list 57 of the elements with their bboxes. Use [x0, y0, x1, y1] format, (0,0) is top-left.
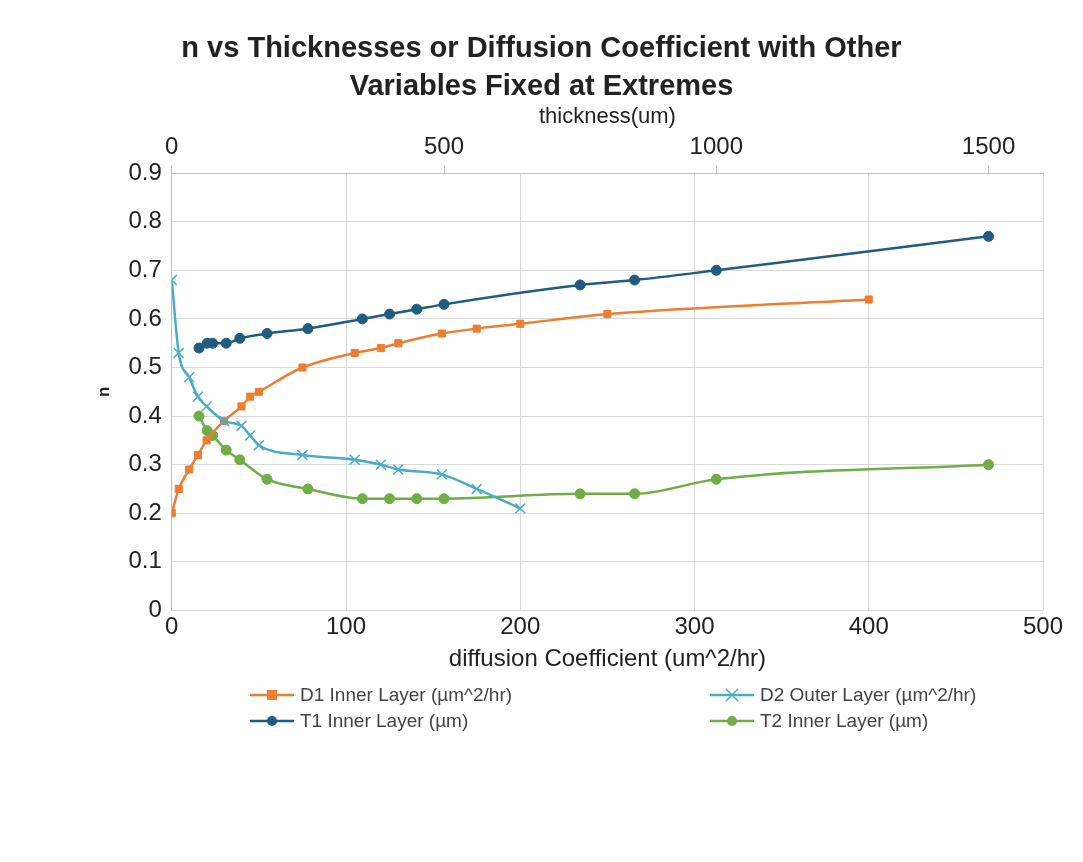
- point: [375, 458, 387, 471]
- point: [603, 310, 612, 319]
- point: [246, 392, 255, 401]
- y-tick-label: 0.9: [128, 157, 162, 185]
- point: [193, 450, 202, 459]
- point: [514, 502, 526, 515]
- x-tick-label: 200: [500, 612, 541, 640]
- point: [202, 436, 211, 445]
- x2-tick-label: 0: [165, 132, 179, 160]
- x2-tick-label: 1000: [689, 132, 743, 160]
- x2-tick-label: 500: [424, 132, 465, 160]
- legend-label: T1 Inner Layer (µm): [300, 710, 469, 732]
- point: [173, 347, 185, 359]
- x2-tick-label: 1500: [961, 132, 1016, 160]
- point: [235, 420, 248, 432]
- y-tick-label: 0.8: [128, 206, 162, 234]
- x-tick-label: 300: [674, 612, 715, 640]
- point: [350, 348, 359, 357]
- point: [253, 439, 265, 451]
- point: [437, 329, 446, 338]
- point: [192, 390, 204, 403]
- y-tick-label: 0.5: [128, 352, 162, 380]
- y-tick-label: 0: [148, 595, 162, 623]
- x2-axis-title: thickness(um): [538, 103, 676, 129]
- legend-label: D1 Inner Layer (µm^2/hr): [300, 684, 513, 706]
- point: [349, 454, 361, 466]
- point: [298, 363, 307, 372]
- point: [394, 339, 403, 348]
- y-tick-label: 0.6: [128, 303, 162, 331]
- y-tick-label: 0.1: [128, 546, 162, 574]
- point: [436, 468, 448, 481]
- x-tick-label: 0: [165, 612, 179, 640]
- y-tick-label: 0.3: [128, 449, 162, 477]
- y-tick-label: 0.2: [128, 497, 162, 525]
- point: [864, 295, 873, 304]
- point: [471, 483, 483, 495]
- point: [296, 449, 309, 461]
- point: [472, 324, 481, 333]
- x-tick-label: 100: [325, 612, 367, 640]
- x-tick-label: 400: [848, 612, 889, 640]
- point: [185, 465, 194, 474]
- y-tick-label: 0.4: [128, 400, 162, 428]
- legend-label: T2 Inner Layer (µm): [760, 710, 929, 732]
- y-axis-title: n: [93, 386, 113, 397]
- point: [183, 371, 195, 383]
- point: [254, 387, 263, 396]
- legend-label: D2 Outer Layer (µm^2/hr): [760, 684, 977, 706]
- point: [516, 319, 525, 328]
- y-tick-label: 0.7: [128, 254, 162, 282]
- point: [244, 429, 256, 442]
- x-tick-label: 500: [1022, 612, 1064, 640]
- point: [392, 463, 404, 476]
- point: [237, 402, 246, 411]
- point: [376, 344, 385, 353]
- chart-title: n vs Thicknesses or Diffusion Coefficient with Other Variables Fixed at Extremes: [180, 30, 903, 103]
- x-axis-title: diffusion Coefficient (um^2/hr): [448, 644, 766, 672]
- point: [174, 484, 183, 493]
